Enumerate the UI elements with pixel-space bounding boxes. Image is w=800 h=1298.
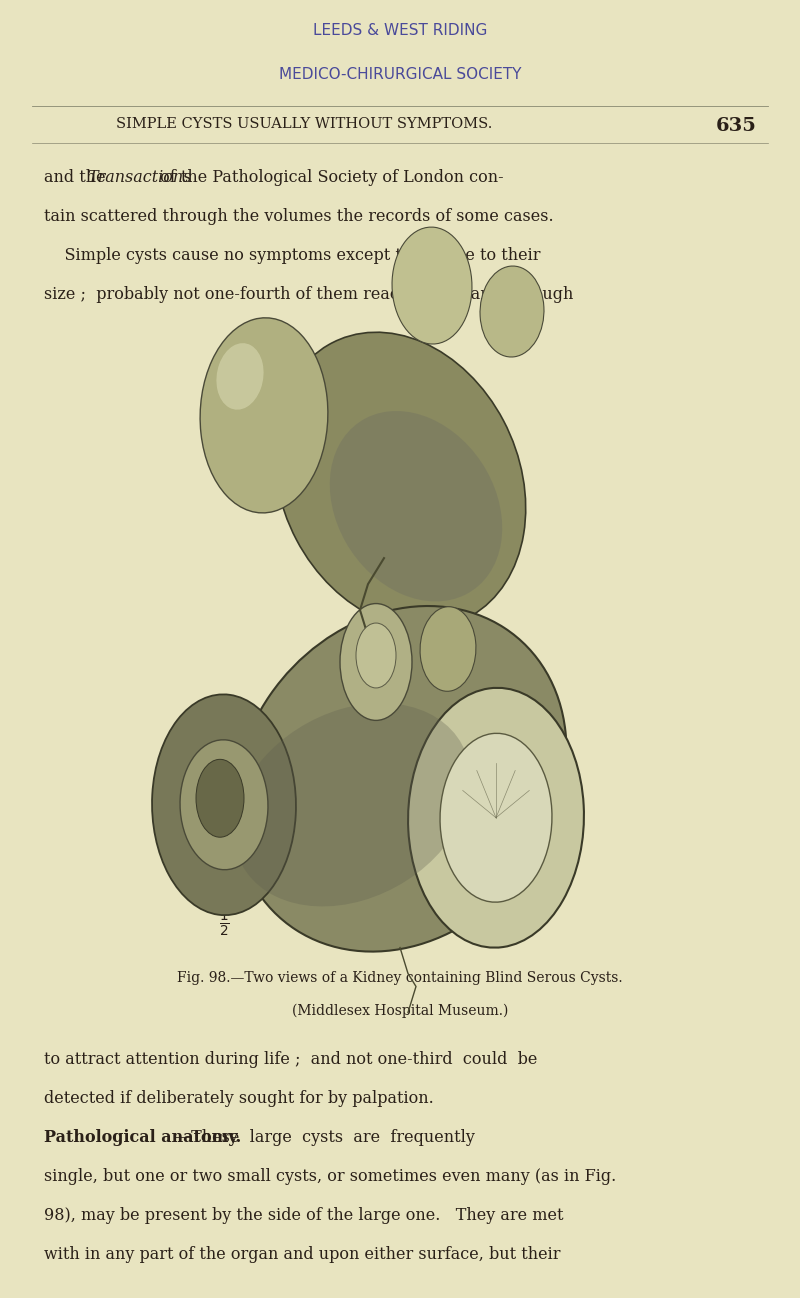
Ellipse shape (440, 733, 552, 902)
Ellipse shape (356, 623, 396, 688)
Ellipse shape (480, 266, 544, 357)
Ellipse shape (152, 694, 296, 915)
Ellipse shape (420, 606, 476, 692)
Text: MEDICO-CHIRURGICAL SOCIETY: MEDICO-CHIRURGICAL SOCIETY (278, 67, 522, 83)
Ellipse shape (217, 343, 263, 410)
Ellipse shape (234, 704, 470, 906)
Text: SIMPLE CYSTS USUALLY WITHOUT SYMPTOMS.: SIMPLE CYSTS USUALLY WITHOUT SYMPTOMS. (116, 117, 492, 131)
Ellipse shape (330, 411, 502, 601)
Text: single, but one or two small cysts, or sometimes even many (as in Fig.: single, but one or two small cysts, or s… (44, 1168, 616, 1185)
Ellipse shape (200, 318, 328, 513)
Text: tain scattered through the volumes the records of some cases.: tain scattered through the volumes the r… (44, 208, 554, 225)
Text: LEEDS & WEST RIDING: LEEDS & WEST RIDING (313, 23, 487, 39)
Ellipse shape (392, 227, 472, 344)
Text: 635: 635 (715, 117, 757, 135)
Text: and the: and the (44, 169, 110, 186)
Ellipse shape (274, 332, 526, 628)
Ellipse shape (234, 606, 566, 951)
Text: to attract attention during life ;  and not one-third  could  be: to attract attention during life ; and n… (44, 1051, 538, 1068)
Text: —These  large  cysts  are  frequently: —These large cysts are frequently (174, 1129, 474, 1146)
Text: with in any part of the organ and upon either surface, but their: with in any part of the organ and upon e… (44, 1246, 561, 1263)
Text: size ;  probably not one-fourth of them reach a size large enough: size ; probably not one-fourth of them r… (44, 286, 574, 302)
Ellipse shape (408, 688, 584, 948)
Text: Pathological anatomy.: Pathological anatomy. (44, 1129, 242, 1146)
Text: 98), may be present by the side of the large one.   They are met: 98), may be present by the side of the l… (44, 1207, 563, 1224)
Text: detected if deliberately sought for by palpation.: detected if deliberately sought for by p… (44, 1090, 434, 1107)
Text: Transactions: Transactions (87, 169, 192, 186)
Text: Simple cysts cause no symptoms except those due to their: Simple cysts cause no symptoms except th… (44, 247, 541, 263)
Text: (Middlesex Hospital Museum.): (Middlesex Hospital Museum.) (292, 1003, 508, 1018)
Ellipse shape (196, 759, 244, 837)
Text: of the Pathological Society of London con-: of the Pathological Society of London co… (154, 169, 503, 186)
Ellipse shape (180, 740, 268, 870)
Text: $\frac{1}{2}$: $\frac{1}{2}$ (218, 909, 230, 938)
Text: Fig. 98.—Two views of a Kidney containing Blind Serous Cysts.: Fig. 98.—Two views of a Kidney containin… (177, 971, 623, 985)
Ellipse shape (340, 604, 412, 720)
